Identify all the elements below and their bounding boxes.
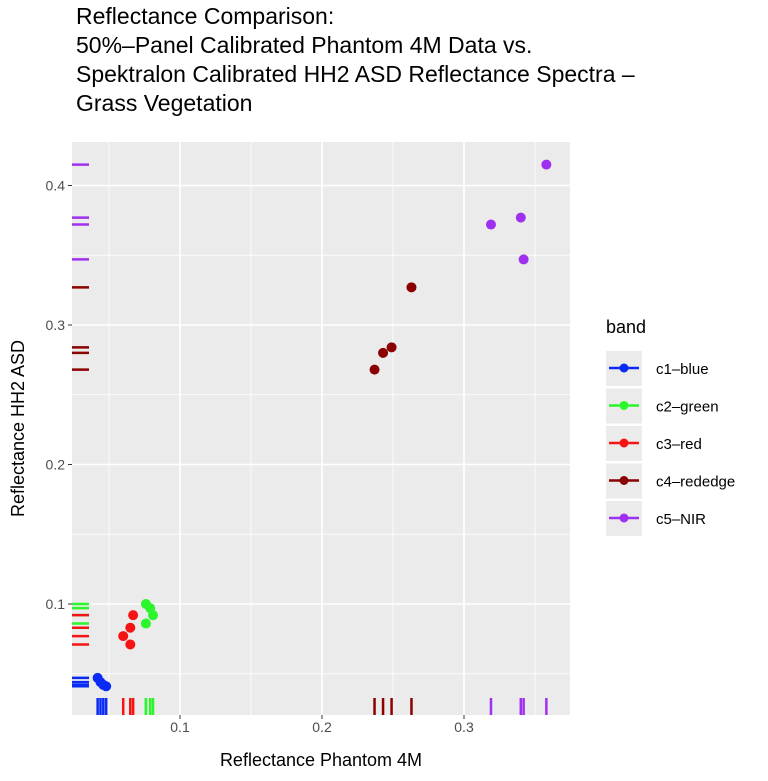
legend-item: c4–rededge: [606, 463, 735, 499]
data-point: [125, 622, 136, 633]
plot-panel: [72, 142, 570, 715]
data-point: [541, 159, 552, 170]
data-point: [98, 679, 109, 690]
chart-title-line: 50%–Panel Calibrated Phantom 4M Data vs.: [76, 32, 532, 58]
data-point: [386, 342, 397, 353]
y-tick-label: 0.1: [46, 596, 66, 612]
data-point: [125, 639, 136, 650]
y-axis-label: Reflectance HH2 ASD: [8, 340, 28, 517]
data-point: [140, 618, 151, 629]
legend-point: [619, 438, 629, 448]
x-tick-label: 0.2: [312, 719, 332, 735]
x-axis-label: Reflectance Phantom 4M: [220, 750, 422, 770]
x-tick-label: 0.3: [454, 719, 474, 735]
legend-item: c3–red: [606, 426, 702, 461]
chart-title-line: Grass Vegetation: [76, 90, 252, 116]
y-tick-label: 0.2: [46, 457, 66, 473]
x-tick-label: 0.1: [170, 719, 190, 735]
legend-label: c3–red: [656, 436, 702, 453]
data-point: [515, 212, 526, 223]
y-tick-label: 0.3: [46, 317, 66, 333]
legend-point: [619, 476, 629, 485]
legend-label: c1–blue: [656, 361, 709, 378]
data-point: [406, 282, 417, 293]
legend-label: c4–rededge: [656, 474, 735, 491]
data-point: [128, 610, 139, 621]
chart-title-line: Reflectance Comparison:: [76, 3, 334, 29]
data-point: [518, 254, 529, 265]
legend-point: [619, 363, 629, 373]
legend-item: c1–blue: [606, 351, 709, 386]
legend-item: c2–green: [606, 388, 719, 424]
data-point: [148, 610, 159, 621]
legend-point: [619, 401, 629, 410]
legend-title: band: [606, 317, 646, 337]
legend-item: c5–NIR: [606, 501, 706, 536]
chart-title-line: Spektralon Calibrated HH2 ASD Reflectanc…: [76, 61, 635, 87]
data-point: [369, 364, 380, 375]
data-point: [378, 347, 389, 358]
legend-point: [619, 513, 629, 523]
legend-label: c2–green: [656, 399, 719, 416]
data-point: [118, 631, 129, 642]
y-tick-label: 0.4: [46, 178, 66, 194]
legend-label: c5–NIR: [656, 511, 706, 528]
data-point: [485, 219, 496, 230]
